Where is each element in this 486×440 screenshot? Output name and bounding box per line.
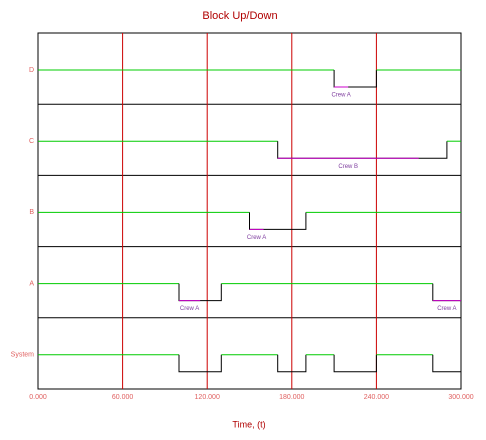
x-tick-label: 180.000 <box>279 394 304 401</box>
down-segment <box>432 283 461 302</box>
x-axis-label: Time, (t) <box>232 419 265 429</box>
row-label: System <box>11 352 35 359</box>
down-segment <box>432 354 461 373</box>
down-segment <box>333 70 377 88</box>
row-label: B <box>29 209 34 216</box>
crew-label: Crew A <box>247 235 266 241</box>
row-label: D <box>29 67 34 74</box>
down-segment <box>178 354 222 373</box>
x-tick-label: 60.000 <box>112 394 134 401</box>
row-label: C <box>29 138 34 145</box>
row-label: A <box>29 280 34 287</box>
x-tick-label: 120.000 <box>195 394 220 401</box>
crew-label: Crew B <box>338 164 358 170</box>
down-segment <box>277 354 307 373</box>
down-segment <box>249 212 307 230</box>
chart-title: Block Up/Down <box>202 10 277 22</box>
crew-label: Crew A <box>437 306 456 312</box>
crew-label: Crew A <box>331 93 350 99</box>
down-segment <box>178 283 222 302</box>
plot-frame <box>37 32 462 390</box>
x-tick-label: 240.000 <box>364 394 389 401</box>
x-tick-label: 0.000 <box>29 394 47 401</box>
down-segment <box>277 141 448 159</box>
down-segment <box>333 354 377 373</box>
x-tick-label: 300.000 <box>448 394 473 401</box>
crew-label: Crew A <box>180 306 199 312</box>
